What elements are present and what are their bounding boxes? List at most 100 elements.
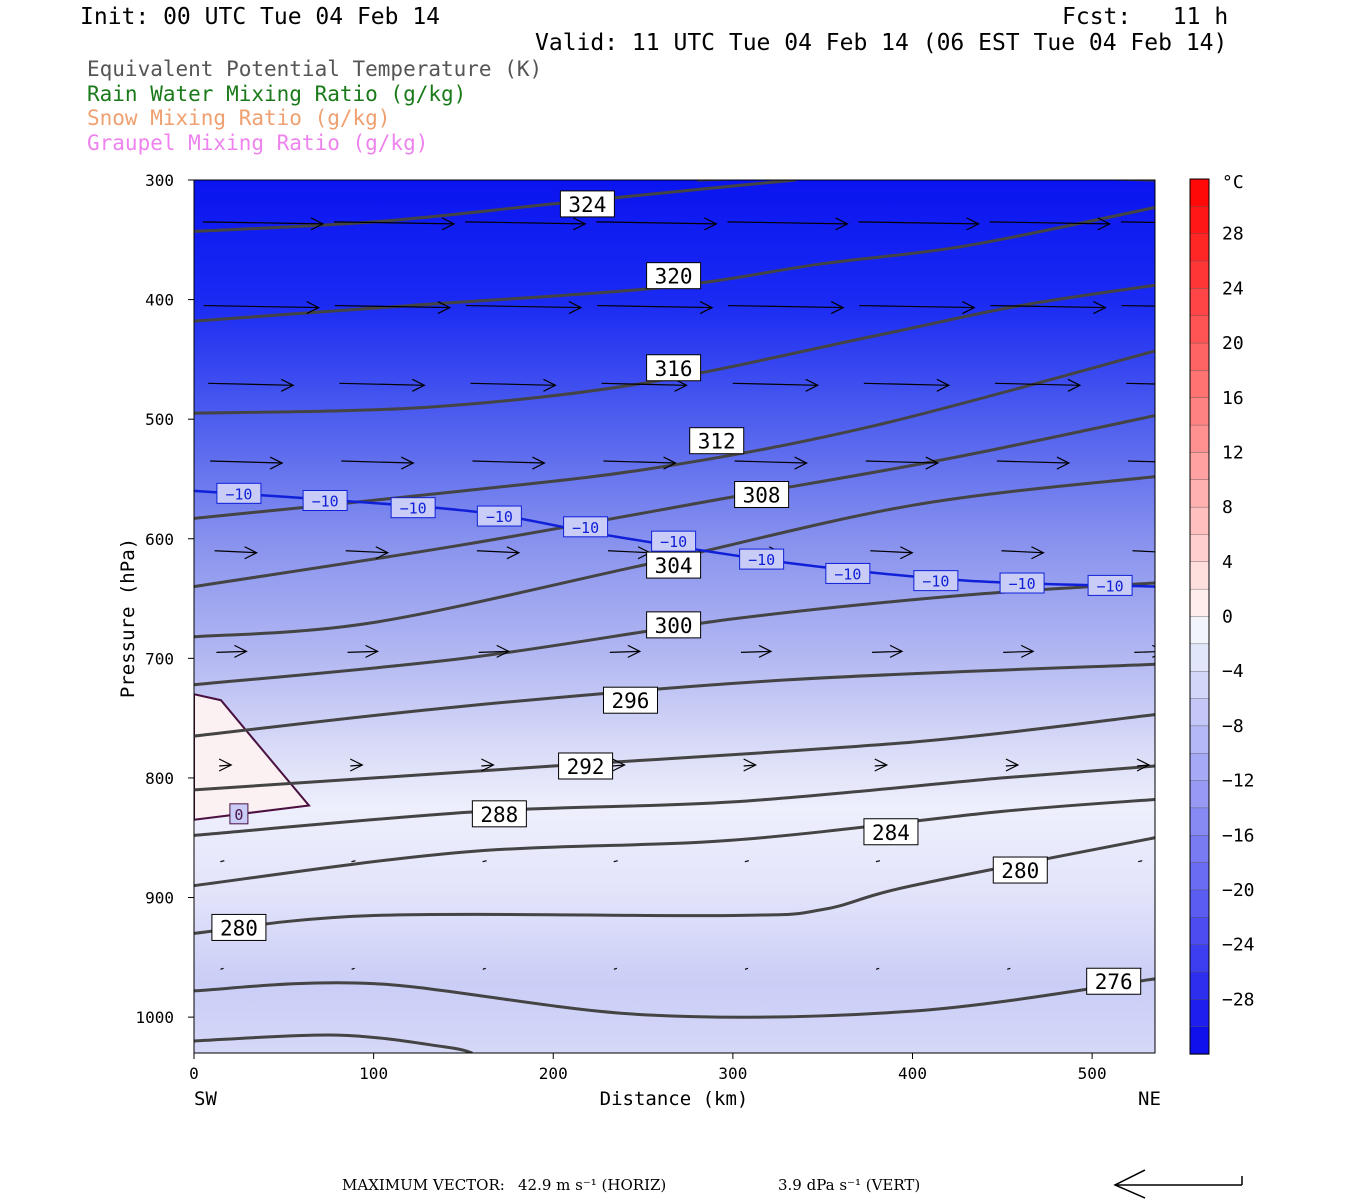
wind-vector-head <box>234 644 248 658</box>
wind-vector <box>875 967 880 970</box>
theta-e-label-box <box>211 913 267 941</box>
colorbar-frame <box>1189 178 1210 1055</box>
valid-time: Valid: 11 UTC Tue 04 Feb 14 (06 EST Tue … <box>535 30 1228 56</box>
wind-vector <box>203 304 319 309</box>
theta-e-label: 316 <box>655 357 693 381</box>
wind-vector-head <box>1225 302 1237 314</box>
temperature-label: −10 <box>834 565 861 583</box>
wind-vector <box>478 650 509 653</box>
wind-vector <box>465 221 586 225</box>
wind-vector <box>996 460 1069 464</box>
theta-e-contour-292 <box>194 713 1155 792</box>
wind-vector-head <box>663 456 677 470</box>
wind-vector <box>858 221 979 225</box>
wind-vector <box>219 764 232 767</box>
theta-e-label: 300 <box>655 614 693 638</box>
colorbar-swatch <box>1189 561 1210 590</box>
wind-vector <box>339 382 425 386</box>
wind-vector-head <box>496 644 511 658</box>
colorbar-swatch <box>1189 452 1210 481</box>
wind-vector-head <box>758 644 773 658</box>
wind-vector <box>1001 550 1044 554</box>
wind-vector-head <box>572 217 587 231</box>
wind-vector-head <box>280 378 295 392</box>
colorbar-swatch <box>1189 1026 1210 1055</box>
temperature-label: −10 <box>312 492 339 510</box>
theta-e-label: 304 <box>655 554 693 578</box>
legend-theta-e: Equivalent Potential Temperature (K) <box>87 57 543 81</box>
colorbar-tick-label: 16 <box>1222 388 1244 409</box>
wind-vector <box>482 967 486 970</box>
colorbar-tick-label: 0 <box>1222 607 1233 628</box>
colorbar-tick-label: −16 <box>1222 825 1255 846</box>
temperature-label-box <box>229 803 249 825</box>
temperature-label: −10 <box>486 508 513 526</box>
colorbar-tick-label: 8 <box>1222 497 1233 518</box>
wind-vector-head <box>244 546 258 560</box>
wind-vector <box>1005 764 1018 767</box>
x-axis-left-end: SW <box>194 1088 217 1110</box>
theta-e-label: 276 <box>1095 970 1133 994</box>
wind-vector <box>1003 650 1034 653</box>
legend-snow: Snow Mixing Ratio (g/kg) <box>87 106 391 130</box>
colorbar-swatch <box>1189 862 1210 891</box>
x-tick-label: 400 <box>898 1064 927 1083</box>
wind-vector-head <box>481 758 495 772</box>
theta-e-label-box <box>1086 967 1142 995</box>
wind-vector-head <box>627 644 642 658</box>
colorbar-swatch <box>1189 670 1210 700</box>
wind-vector <box>596 221 717 225</box>
wind-vector-head <box>936 378 951 392</box>
theta-e-label-box <box>646 354 702 382</box>
wind-vector <box>465 304 581 309</box>
theta-e-label-box <box>558 752 614 780</box>
theta-e-contour-320 <box>194 206 1155 323</box>
wind-vector <box>744 860 749 863</box>
temperature-label: −10 <box>660 533 687 551</box>
wind-vector <box>744 967 749 970</box>
temperature-label-box <box>825 562 871 584</box>
wind-vector <box>609 650 640 653</box>
wind-vector-head <box>401 456 415 470</box>
wind-vector <box>734 460 807 464</box>
wind-vector <box>732 382 818 386</box>
wind-vector <box>345 550 388 554</box>
init-time: Init: 00 UTC Tue 04 Feb 14 <box>80 4 441 30</box>
theta-e-label-box <box>646 551 702 579</box>
colorbar-tick-label: 28 <box>1222 224 1244 245</box>
y-tick-label: 700 <box>145 649 174 668</box>
temperature-label-box <box>302 489 348 511</box>
wind-vector-head <box>612 758 626 772</box>
x-tick-label: 100 <box>359 1064 388 1083</box>
wind-vector <box>597 304 713 309</box>
theta-e-label-box <box>646 262 702 290</box>
colorbar-swatch <box>1189 288 1210 317</box>
legend-rain: Rain Water Mixing Ratio (g/kg) <box>87 82 467 106</box>
wind-vector-head <box>506 546 521 560</box>
colorbar-swatch <box>1189 643 1210 672</box>
wind-vector-head <box>1097 217 1112 231</box>
temperature-label: −10 <box>1009 575 1036 593</box>
temperature-label-box <box>216 482 262 504</box>
y-axis-label: Pressure (hPa) <box>117 538 139 698</box>
theta-e-label: 280 <box>1001 859 1039 883</box>
colorbar-swatch <box>1189 616 1210 645</box>
wind-vector <box>1132 550 1155 553</box>
wind-vector-head <box>365 644 379 658</box>
colorbar-swatch <box>1189 342 1210 372</box>
wind-vector <box>1128 460 1155 463</box>
theta-e-contour-284 <box>194 798 1155 888</box>
max-vector-label: MAXIMUM VECTOR: <box>342 1176 505 1194</box>
colorbar-swatch <box>1189 206 1210 235</box>
theta-e-contour-324 <box>697 180 1155 182</box>
theta-e-label: 320 <box>655 265 693 289</box>
colorbar-tick-label: −8 <box>1222 716 1244 737</box>
wind-vector-head <box>1056 456 1071 470</box>
colorbar-unit: °C <box>1222 172 1244 193</box>
y-tick-label: 900 <box>145 889 174 908</box>
theta-e-label-box <box>559 190 615 218</box>
wind-vector-head <box>925 456 940 470</box>
wind-vector-head <box>441 217 456 231</box>
wind-vector-head <box>1136 758 1151 772</box>
